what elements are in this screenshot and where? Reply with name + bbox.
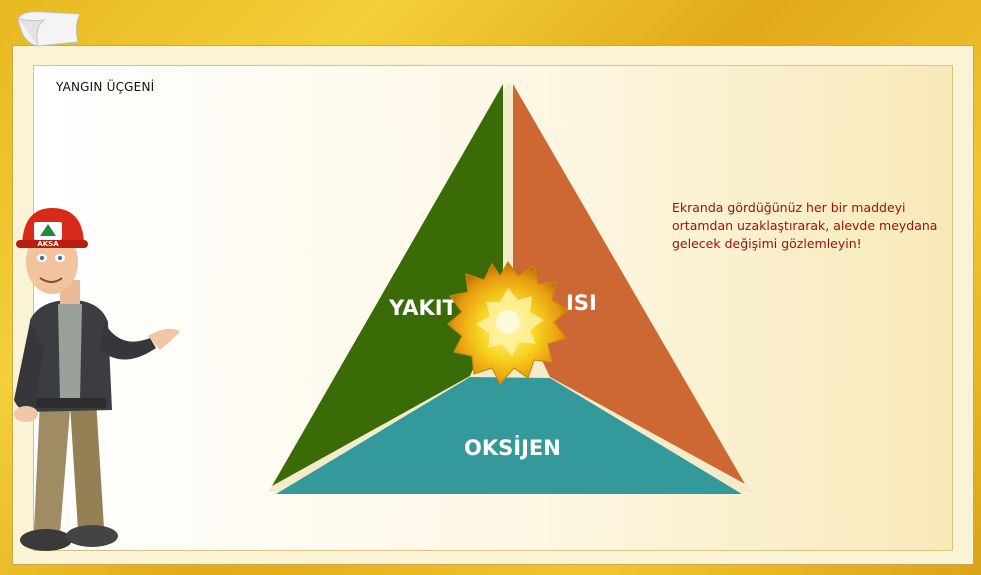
- fuel-segment[interactable]: [272, 84, 503, 486]
- right-hand: [148, 328, 180, 350]
- worker-character: AKSA: [14, 208, 180, 551]
- heat-label: ISI: [566, 291, 597, 315]
- left-shoe: [20, 529, 72, 551]
- oxygen-label: OKSİJEN: [464, 435, 561, 460]
- page-curl-icon: [17, 11, 81, 47]
- helmet-logo-text: AKSA: [37, 240, 59, 248]
- right-shoe: [66, 525, 118, 547]
- page-title: YANGIN ÜÇGENİ: [56, 80, 155, 94]
- oxygen-segment[interactable]: [276, 377, 742, 494]
- flame-icon: [447, 260, 570, 386]
- left-hand: [14, 406, 38, 422]
- fuel-label: YAKIT: [388, 296, 458, 320]
- heat-segment[interactable]: [513, 84, 745, 484]
- instruction-text: Ekranda gördüğünüz her bir maddeyi ortam…: [672, 200, 938, 251]
